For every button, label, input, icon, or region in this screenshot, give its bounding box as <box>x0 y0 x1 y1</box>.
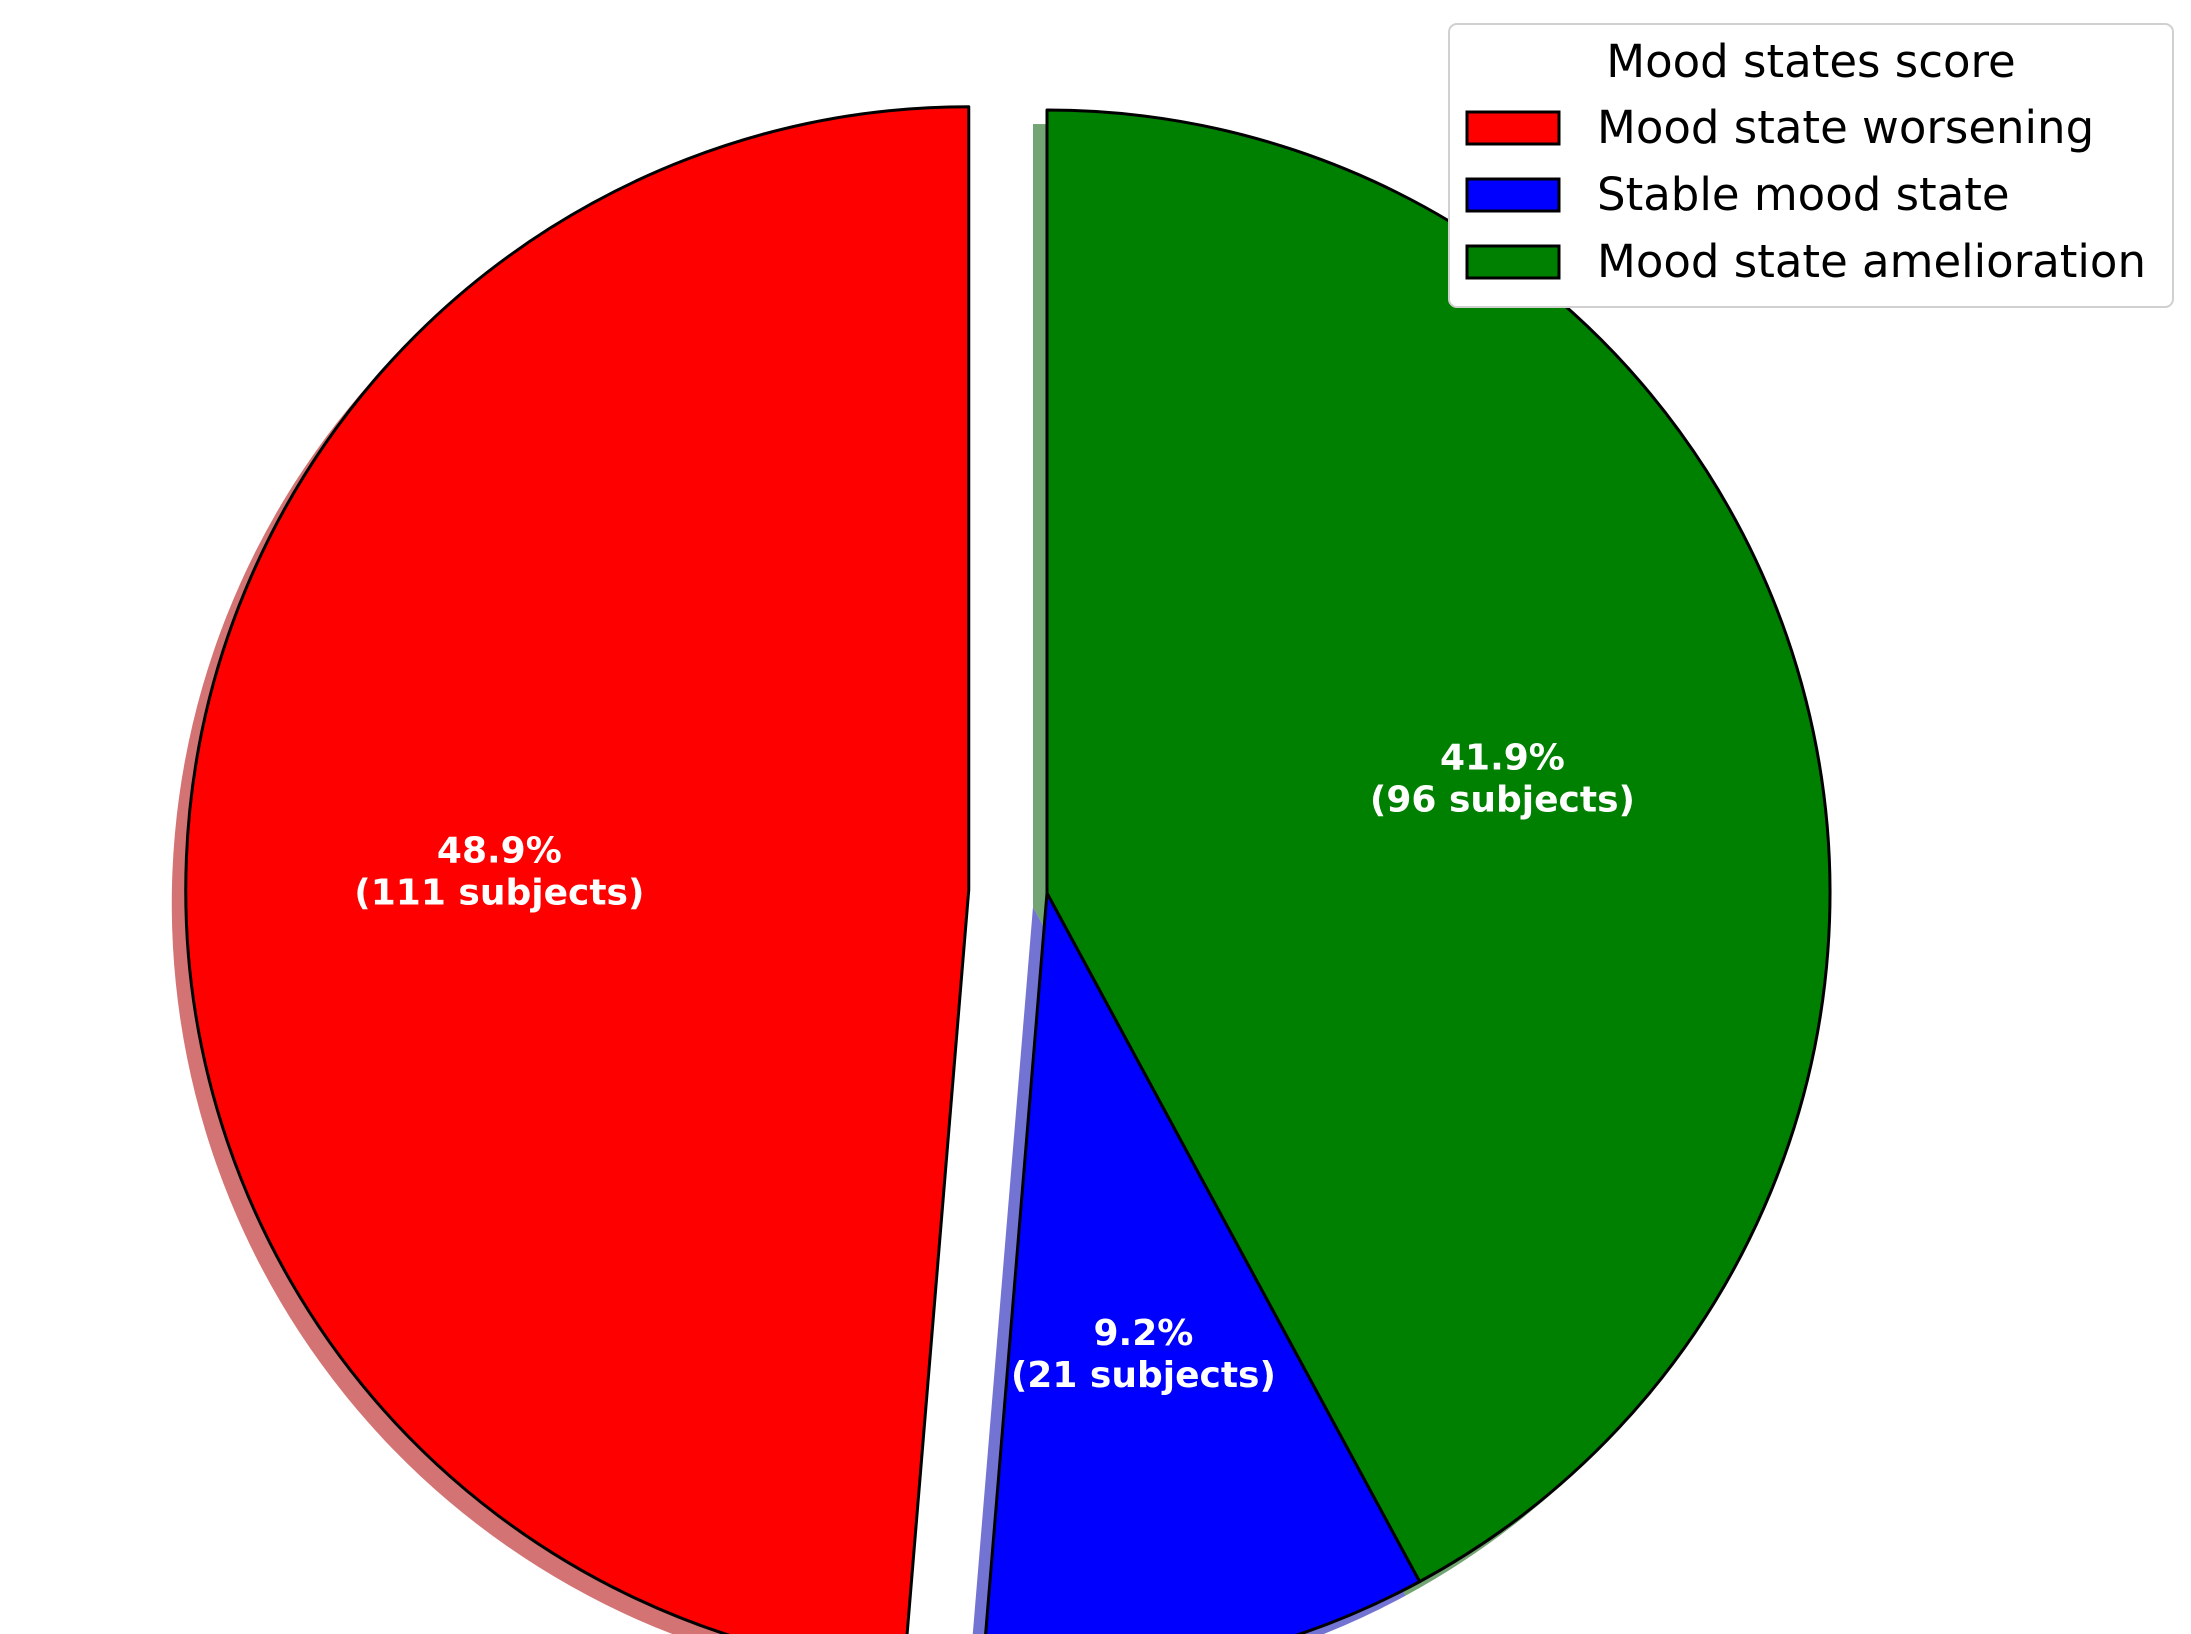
legend-swatch <box>1465 110 1561 146</box>
pie-slice-labels: 48.9% (111 subjects) 9.2% (21 subjects) 41.9… <box>354 738 1635 1396</box>
pie-slice-stable-mood-state <box>984 891 1422 1634</box>
slice-percent-label: 41.9% <box>1440 738 1565 779</box>
slice-percent-label: 48.9% <box>437 830 562 871</box>
legend-item-mood-state-worsening: Mood state worsening <box>1465 101 2094 154</box>
slice-count-label: (111 subjects) <box>354 872 644 913</box>
legend-item-stable-mood-state: Stable mood state <box>1465 168 2010 221</box>
legend-label: Mood state worsening <box>1597 101 2094 154</box>
legend: Mood states score Mood state worsening St… <box>1448 23 2174 308</box>
slice-label-mood-state-amelioration: 41.9% (96 subjects) <box>1370 738 1635 821</box>
slice-count-label: (21 subjects) <box>1011 1355 1276 1396</box>
slice-count-label: (96 subjects) <box>1370 780 1635 821</box>
legend-item-mood-state-amelioration: Mood state amelioration <box>1465 235 2146 288</box>
legend-label: Stable mood state <box>1597 168 2010 221</box>
pie-slices <box>184 105 1832 1634</box>
legend-title: Mood states score <box>1606 35 2015 88</box>
legend-frame <box>1448 23 2174 308</box>
pie-slice-mood-state-amelioration <box>1045 108 1832 1584</box>
pie-slice-mood-state-worsening <box>184 105 971 1634</box>
legend-items: Mood state worsening Stable mood state Moo… <box>1465 101 2146 288</box>
legend-swatch <box>1465 177 1561 213</box>
slice-percent-label: 9.2% <box>1093 1313 1193 1354</box>
legend-label: Mood state amelioration <box>1597 235 2146 288</box>
slice-label-stable-mood-state: 9.2% (21 subjects) <box>1011 1313 1276 1396</box>
legend-swatch <box>1465 244 1561 280</box>
slice-label-mood-state-worsening: 48.9% (111 subjects) <box>354 830 644 913</box>
